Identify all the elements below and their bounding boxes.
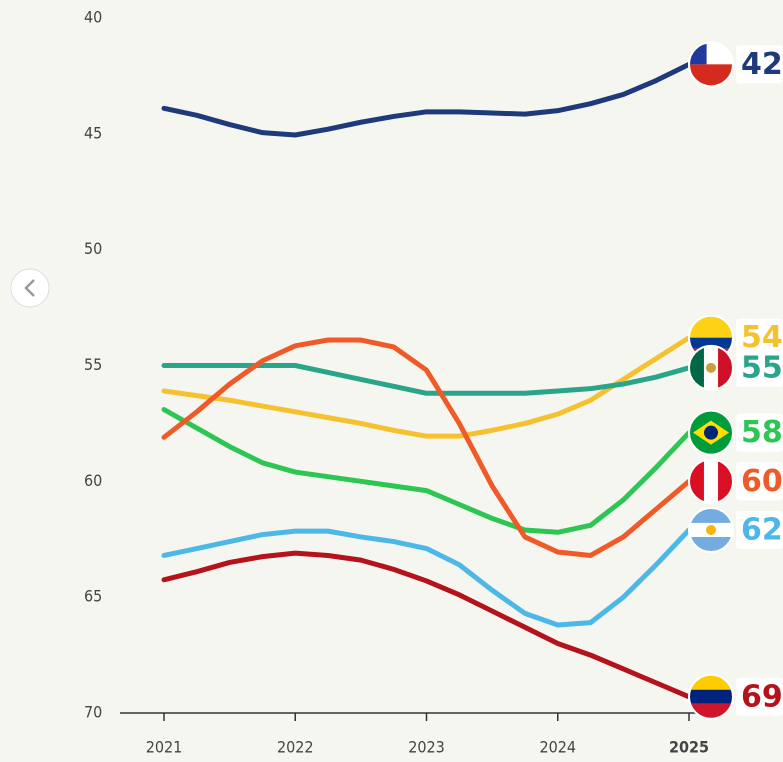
end-label: 42 [741, 47, 783, 82]
end-label-bg [736, 677, 783, 716]
prev-arrow[interactable] [24, 279, 35, 297]
end-label-bg [736, 510, 783, 549]
x-tick-label: 2024 [539, 738, 576, 757]
flag-border [688, 506, 734, 553]
end-label-bg [736, 318, 783, 357]
end-label: 55 [741, 350, 783, 385]
series-line [161, 337, 692, 558]
flag [689, 42, 733, 87]
flag-globe [704, 425, 718, 440]
flag-emblem [706, 524, 716, 535]
series-line [161, 527, 692, 628]
y-tick-label: 55 [84, 355, 102, 374]
flag-border [688, 41, 734, 88]
series-line [161, 335, 692, 439]
end-label-bg [736, 462, 783, 501]
flag-border [688, 458, 734, 505]
y-tick-label: 50 [84, 239, 102, 258]
series-line [161, 61, 692, 138]
flag [689, 410, 733, 455]
end-label: 60 [741, 464, 783, 499]
x-tick-label: 2021 [146, 738, 183, 757]
y-tick-label: 65 [84, 587, 102, 606]
flag-stripe [689, 315, 733, 338]
series-line [161, 550, 692, 700]
flag-border [688, 409, 734, 456]
x-tick-label: 2025 [669, 738, 709, 757]
prev-button[interactable] [10, 268, 50, 308]
flag-stripe [703, 459, 719, 504]
flag-emblem [706, 362, 716, 373]
y-tick-label: 40 [84, 8, 102, 27]
x-tick-label: 2022 [277, 738, 314, 757]
end-label: 69 [741, 679, 783, 714]
end-label: 58 [741, 415, 783, 450]
flag-border [688, 344, 734, 391]
series-line [161, 363, 692, 396]
end-label-bg [736, 45, 783, 84]
y-tick-label: 70 [84, 703, 102, 722]
end-label: 62 [741, 512, 783, 547]
prev-button-circle[interactable] [10, 268, 50, 308]
series-line [161, 407, 692, 535]
end-label-bg [736, 348, 783, 387]
flag-stripe [689, 689, 733, 704]
flag-stripe [689, 64, 733, 87]
y-tick-label: 45 [84, 123, 102, 142]
end-label-bg [736, 413, 783, 452]
flag-stripe [689, 337, 733, 349]
x-tick-label: 2023 [408, 738, 445, 757]
y-tick-label: 60 [84, 471, 102, 490]
flag-border [688, 673, 734, 720]
